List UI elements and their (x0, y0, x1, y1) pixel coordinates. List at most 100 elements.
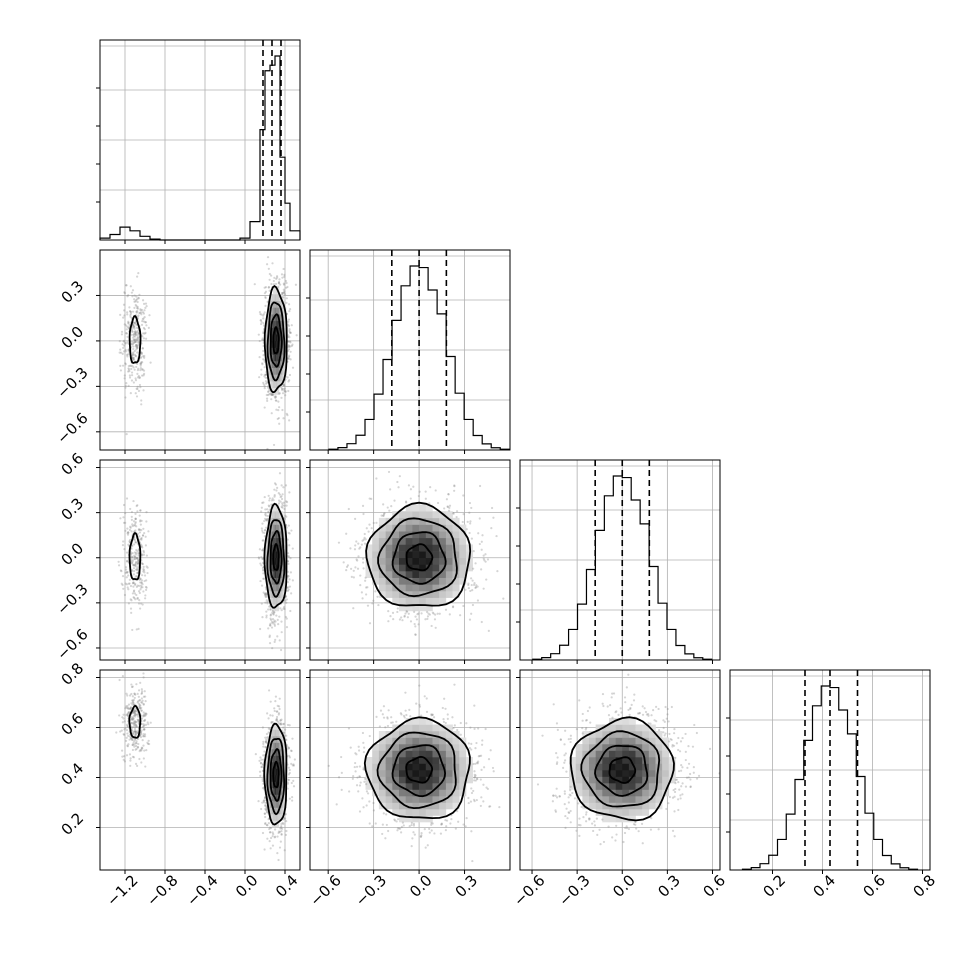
density-cell (271, 314, 274, 322)
density-cell (271, 564, 274, 572)
sample-point (569, 821, 572, 824)
sample-point (282, 383, 285, 386)
sample-point (125, 433, 128, 436)
sample-point (471, 579, 474, 582)
sample-point (281, 276, 284, 279)
sample-point (136, 597, 139, 600)
sample-point (487, 629, 490, 632)
sample-point (677, 781, 680, 784)
sample-point (290, 344, 294, 347)
sample-point (451, 606, 455, 609)
sample-point (136, 330, 139, 333)
density-cell (268, 374, 271, 382)
sample-point (135, 344, 138, 347)
density-cell (445, 544, 453, 552)
sample-point (127, 294, 130, 297)
density-cell (274, 729, 277, 737)
sample-point (134, 330, 137, 333)
density-cell (267, 749, 270, 756)
sample-point (271, 844, 275, 847)
sample-point (635, 827, 638, 830)
density-cell (608, 796, 616, 803)
sample-point (259, 762, 263, 765)
contour-line (269, 313, 283, 368)
sample-point (395, 720, 398, 723)
sample-point (128, 707, 131, 711)
sample-point (290, 749, 293, 753)
sample-point (358, 784, 362, 787)
density-cell (273, 524, 275, 532)
sample-point (556, 756, 559, 759)
y-tick-label: 0.0 (58, 539, 88, 569)
sample-point (486, 787, 490, 791)
density-cell (439, 809, 447, 816)
sample-point (125, 328, 128, 331)
sample-point (261, 561, 265, 564)
density-cell (276, 788, 278, 795)
sample-point (687, 745, 690, 748)
sample-point (285, 301, 288, 304)
sample-point (284, 615, 287, 619)
density-cell (419, 524, 427, 532)
sample-point (140, 403, 143, 406)
sample-point (653, 719, 656, 722)
sample-point (121, 583, 124, 587)
sample-point (133, 338, 136, 341)
sample-point (135, 548, 138, 552)
sample-point (125, 705, 128, 708)
sample-point (270, 393, 273, 396)
sample-point (136, 557, 139, 560)
sample-point (136, 362, 139, 366)
density-cell (274, 590, 277, 598)
sample-point (142, 744, 145, 747)
sample-point (137, 700, 140, 703)
sample-point (136, 731, 139, 735)
sample-point (142, 711, 145, 714)
sample-point (140, 352, 143, 356)
sample-point (260, 758, 263, 761)
histogram-1 (328, 265, 510, 450)
density-cell (575, 783, 583, 790)
sample-point (266, 300, 269, 303)
density-cell (419, 724, 427, 732)
sample-point (568, 793, 571, 796)
sample-point (404, 612, 407, 615)
sample-point (137, 296, 140, 299)
sample-point (122, 540, 125, 543)
sample-point (135, 557, 139, 560)
density-cell (274, 584, 277, 592)
sample-point (137, 271, 140, 275)
sample-point (430, 624, 433, 628)
sample-point (674, 778, 677, 781)
sample-point (122, 733, 125, 736)
sample-point (129, 607, 133, 610)
sample-point (279, 500, 282, 503)
sample-point (274, 700, 277, 703)
density-cell (276, 781, 278, 789)
sample-point (480, 796, 483, 799)
y-tick-label: 0.6 (58, 709, 88, 739)
density-cell (284, 347, 287, 355)
density-cell (268, 742, 271, 750)
sample-point (261, 531, 264, 534)
sample-point (265, 526, 268, 529)
pair-content (327, 683, 501, 863)
sample-point (269, 392, 272, 395)
sample-point (270, 499, 273, 502)
density-cell (452, 544, 460, 552)
pair-content (117, 472, 294, 652)
sample-point (267, 285, 271, 289)
sample-point (124, 386, 127, 389)
sample-point (469, 520, 472, 523)
density-cell (281, 768, 284, 776)
density-cell (575, 789, 583, 797)
sample-point (281, 504, 284, 507)
sample-point (133, 306, 136, 309)
sample-point (128, 309, 132, 313)
density-cell (268, 584, 271, 592)
sample-point (387, 470, 391, 474)
density-cell (372, 744, 380, 751)
sample-point (140, 730, 143, 734)
density-cell (273, 320, 275, 328)
sample-point (488, 805, 491, 808)
